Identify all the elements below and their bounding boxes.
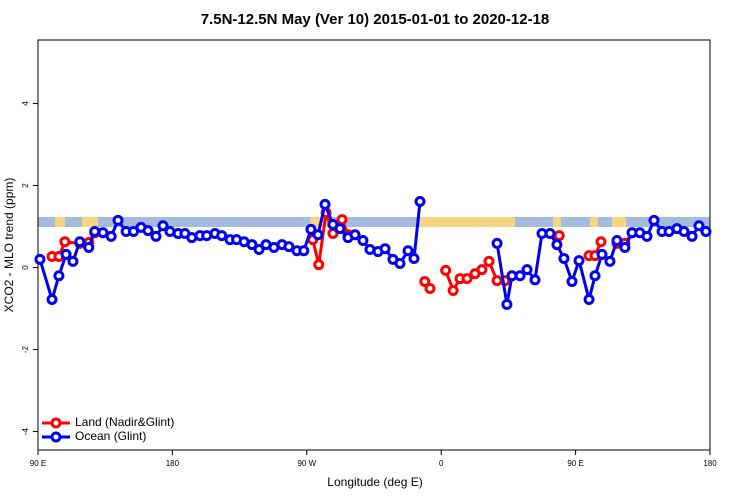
data-point [74, 236, 86, 248]
data-point [461, 273, 473, 285]
x-tick-label: 180 [166, 459, 180, 468]
data-point [619, 241, 631, 253]
x-tick-label: 90 W [297, 459, 316, 468]
data-point [97, 227, 109, 239]
data-point [246, 239, 258, 251]
x-tick-label: 0 [439, 459, 444, 468]
data-point [440, 264, 452, 276]
data-point [305, 223, 317, 235]
data-point [595, 236, 607, 248]
data-point [157, 220, 169, 232]
data-point [112, 214, 124, 226]
data-point [476, 264, 488, 276]
data-point [611, 234, 623, 246]
data-point [53, 270, 65, 282]
data-point [678, 225, 690, 237]
legend-label: Land (Nadir&Glint) [75, 415, 174, 429]
data-point [379, 243, 391, 255]
data-point [402, 245, 414, 257]
data-point [566, 275, 578, 287]
data-point [604, 255, 616, 267]
data-point [216, 230, 228, 242]
data-point [150, 230, 162, 242]
data-point [693, 220, 705, 232]
x-axis-label: Longitude (deg E) [327, 475, 422, 489]
data-point [551, 239, 563, 251]
data-point [46, 294, 58, 306]
data-point [491, 237, 503, 249]
data-point [298, 245, 310, 257]
x-tick-label: 180 [703, 459, 717, 468]
legend-marker [50, 431, 62, 443]
data-point [424, 282, 436, 294]
data-point [589, 270, 601, 282]
data-point [349, 229, 361, 241]
data-point [142, 225, 154, 237]
data-point [414, 196, 426, 208]
data-point [59, 236, 71, 248]
data-point [648, 214, 660, 226]
data-point [83, 241, 95, 253]
legend-marker [50, 417, 62, 429]
data-point [319, 198, 331, 210]
data-point [419, 275, 431, 287]
legend-label: Ocean (Glint) [75, 429, 146, 443]
data-point [313, 259, 325, 271]
y-tick-label: 0 [21, 265, 30, 270]
data-point [394, 257, 406, 269]
data-point [700, 225, 712, 237]
data-point [334, 223, 346, 235]
data-point [558, 253, 570, 265]
y-axis-label: XCO2 - MLO trend (ppm) [2, 178, 16, 313]
data-point [105, 230, 117, 242]
data-point [60, 248, 72, 260]
data-point [514, 270, 526, 282]
data-point [521, 264, 533, 276]
data-point [553, 230, 565, 242]
data-point [357, 234, 369, 246]
data-point [529, 274, 541, 286]
data-point [312, 229, 324, 241]
data-point [596, 248, 608, 260]
data-point [483, 255, 495, 267]
chart-title: 7.5N-12.5N May (Ver 10) 2015-01-01 to 20… [201, 11, 550, 28]
data-point [686, 230, 698, 242]
data-point [336, 214, 348, 226]
data-point [67, 255, 79, 267]
y-tick-label: 2 [21, 183, 30, 188]
x-tick-label: 90 E [567, 459, 583, 468]
y-tick-label: -4 [21, 427, 30, 435]
plot-frame [37, 39, 711, 451]
data-point [89, 225, 101, 237]
y-tick-label: 4 [21, 101, 30, 106]
data-point [253, 244, 265, 256]
x-tick-label: 90 E [30, 459, 46, 468]
data-point [544, 228, 556, 240]
data-point [408, 253, 420, 265]
data-point [641, 230, 653, 242]
data-point [34, 253, 46, 265]
y-tick-label: -2 [21, 345, 30, 353]
data-point [501, 298, 513, 310]
data-point [573, 255, 585, 267]
data-point [283, 241, 295, 253]
data-point [447, 285, 459, 297]
data-point [583, 294, 595, 306]
